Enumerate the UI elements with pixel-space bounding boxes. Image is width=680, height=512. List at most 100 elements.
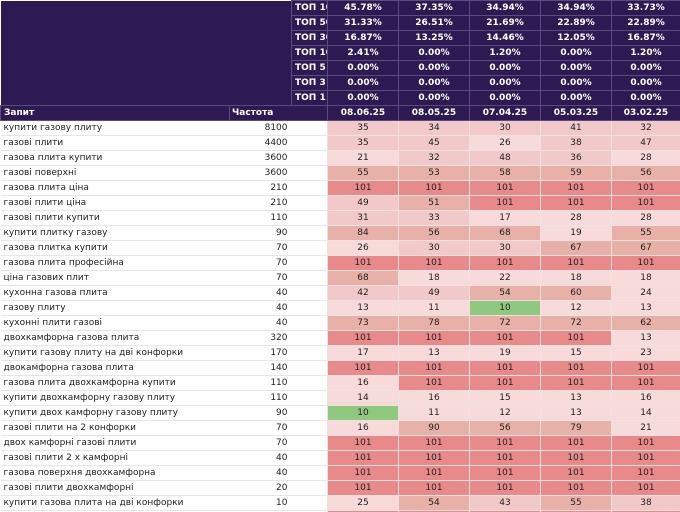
position-cell[interactable]: 11 xyxy=(398,405,470,421)
position-cell[interactable]: 101 xyxy=(540,435,612,451)
frequency-cell[interactable]: 320 xyxy=(229,330,292,346)
frequency-cell[interactable]: 3600 xyxy=(229,165,292,181)
position-cell[interactable]: 68 xyxy=(327,270,399,286)
position-cell[interactable]: 101 xyxy=(327,450,399,466)
position-cell[interactable]: 101 xyxy=(469,480,541,496)
position-cell[interactable]: 101 xyxy=(611,255,680,271)
position-cell[interactable]: 23 xyxy=(611,345,680,361)
position-cell[interactable]: 68 xyxy=(469,225,541,241)
query-cell[interactable]: купити газова плита на дві конфорки xyxy=(0,495,230,511)
position-cell[interactable]: 72 xyxy=(469,315,541,331)
position-cell[interactable]: 10 xyxy=(327,405,399,421)
position-cell[interactable]: 28 xyxy=(540,210,612,226)
query-cell[interactable]: газова плита ціна xyxy=(0,180,230,196)
position-cell[interactable]: 30 xyxy=(398,240,470,256)
query-cell[interactable]: купити двох камфорну газову плиту xyxy=(0,405,230,421)
table-row[interactable]: газові плити двохкамфорні 20 101 101 101 101 1… xyxy=(0,480,680,496)
position-cell[interactable]: 101 xyxy=(469,330,541,346)
position-cell[interactable]: 25 xyxy=(327,495,399,511)
frequency-cell[interactable]: 210 xyxy=(229,195,292,211)
position-cell[interactable]: 101 xyxy=(611,435,680,451)
frequency-cell[interactable]: 110 xyxy=(229,390,292,406)
position-cell[interactable]: 36 xyxy=(540,150,612,166)
table-row[interactable]: кухонні плити газові 40 73 78 72 72 62 xyxy=(0,315,680,331)
position-cell[interactable]: 16 xyxy=(327,375,399,391)
position-cell[interactable]: 14 xyxy=(611,405,680,421)
position-cell[interactable]: 32 xyxy=(611,120,680,136)
frequency-cell[interactable]: 3600 xyxy=(229,150,292,166)
position-cell[interactable]: 13 xyxy=(398,345,470,361)
position-cell[interactable]: 14 xyxy=(327,390,399,406)
frequency-cell[interactable]: 110 xyxy=(229,210,292,226)
date-column-header[interactable]: 08.06.25 xyxy=(327,105,399,121)
position-cell[interactable]: 28 xyxy=(611,150,680,166)
position-cell[interactable]: 90 xyxy=(398,420,470,436)
query-cell[interactable]: кухонна газова плита xyxy=(0,285,230,301)
position-cell[interactable]: 72 xyxy=(540,315,612,331)
table-row[interactable]: купити газову плиту з газовою духовкою10… xyxy=(0,510,680,512)
position-cell[interactable]: 101 xyxy=(398,375,470,391)
position-cell[interactable]: 16 xyxy=(611,390,680,406)
position-cell[interactable]: 101 xyxy=(611,180,680,196)
frequency-cell[interactable]: 40 xyxy=(229,315,292,331)
position-cell[interactable]: 78 xyxy=(398,315,470,331)
position-cell[interactable]: 49 xyxy=(398,285,470,301)
table-row[interactable]: газові поверхні 3600 55 53 58 59 56 xyxy=(0,165,680,181)
frequency-cell[interactable]: 8100 xyxy=(229,120,292,136)
position-cell[interactable]: 21 xyxy=(327,150,399,166)
query-cell[interactable]: газова плита двохкамфорна купити xyxy=(0,375,230,391)
position-cell[interactable]: 101 xyxy=(540,360,612,376)
table-row[interactable]: купити двохкамфорну газову плиту 110 14 16 1… xyxy=(0,390,680,406)
table-row[interactable]: купити газову плиту 8100 35 34 30 41 32 xyxy=(0,120,680,136)
frequency-cell[interactable]: 90 xyxy=(229,405,292,421)
position-cell[interactable]: 101 xyxy=(469,255,541,271)
position-cell[interactable]: 16 xyxy=(398,390,470,406)
query-cell[interactable]: двокамфорна газова плита xyxy=(0,360,230,376)
position-cell[interactable]: 10 xyxy=(469,300,541,316)
frequency-cell[interactable]: 170 xyxy=(229,345,292,361)
position-cell[interactable]: 49 xyxy=(327,195,399,211)
table-row[interactable]: двокамфорна газова плита 140 101 101 101 101 1… xyxy=(0,360,680,376)
table-row[interactable]: газова плитка купити 70 26 30 30 67 67 xyxy=(0,240,680,256)
frequency-cell[interactable]: 4400 xyxy=(229,135,292,151)
position-cell[interactable]: 55 xyxy=(327,165,399,181)
position-cell[interactable]: 101 xyxy=(611,375,680,391)
position-cell[interactable]: 101 xyxy=(398,330,470,346)
position-cell[interactable]: 33 xyxy=(398,210,470,226)
position-cell[interactable]: 11 xyxy=(398,300,470,316)
position-cell[interactable]: 35 xyxy=(327,135,399,151)
frequency-cell[interactable]: 70 xyxy=(229,270,292,286)
query-cell[interactable]: газові плити на 2 конфорки xyxy=(0,420,230,436)
position-cell[interactable]: 51 xyxy=(398,195,470,211)
query-cell[interactable]: газові плити ціна xyxy=(0,195,230,211)
position-cell[interactable]: 15 xyxy=(469,390,541,406)
position-cell[interactable]: 53 xyxy=(398,165,470,181)
position-cell[interactable]: 18 xyxy=(611,270,680,286)
table-row[interactable]: купити газову плиту на дві конфорки 170 17… xyxy=(0,345,680,361)
position-cell[interactable]: 101 xyxy=(398,435,470,451)
frequency-cell[interactable]: 140 xyxy=(229,360,292,376)
position-cell[interactable]: 101 xyxy=(327,480,399,496)
query-cell[interactable]: двох камфорні газові плити xyxy=(0,435,230,451)
position-cell[interactable]: 26 xyxy=(327,240,399,256)
position-cell[interactable]: 15 xyxy=(540,345,612,361)
position-cell[interactable]: 62 xyxy=(611,315,680,331)
position-cell[interactable]: 79 xyxy=(540,420,612,436)
date-column-header[interactable]: 08.05.25 xyxy=(398,105,470,121)
position-cell[interactable]: 56 xyxy=(398,225,470,241)
position-cell[interactable]: 16 xyxy=(327,420,399,436)
position-cell[interactable]: 13 xyxy=(540,390,612,406)
position-cell[interactable]: 32 xyxy=(398,150,470,166)
position-cell[interactable]: 101 xyxy=(327,465,399,481)
frequency-cell[interactable]: 40 xyxy=(229,300,292,316)
position-cell[interactable]: 13 xyxy=(540,405,612,421)
position-cell[interactable]: 19 xyxy=(540,225,612,241)
position-cell[interactable]: 101 xyxy=(469,450,541,466)
position-cell[interactable]: 13 xyxy=(327,300,399,316)
position-cell[interactable]: 48 xyxy=(469,150,541,166)
position-cell[interactable]: 19 xyxy=(469,345,541,361)
position-cell[interactable]: 31 xyxy=(327,210,399,226)
position-cell[interactable]: 24 xyxy=(611,285,680,301)
table-row[interactable]: газова плита двохкамфорна купити 110 16 101… xyxy=(0,375,680,391)
table-row[interactable]: купити газова плита на дві конфорки 10 25 5… xyxy=(0,495,680,511)
